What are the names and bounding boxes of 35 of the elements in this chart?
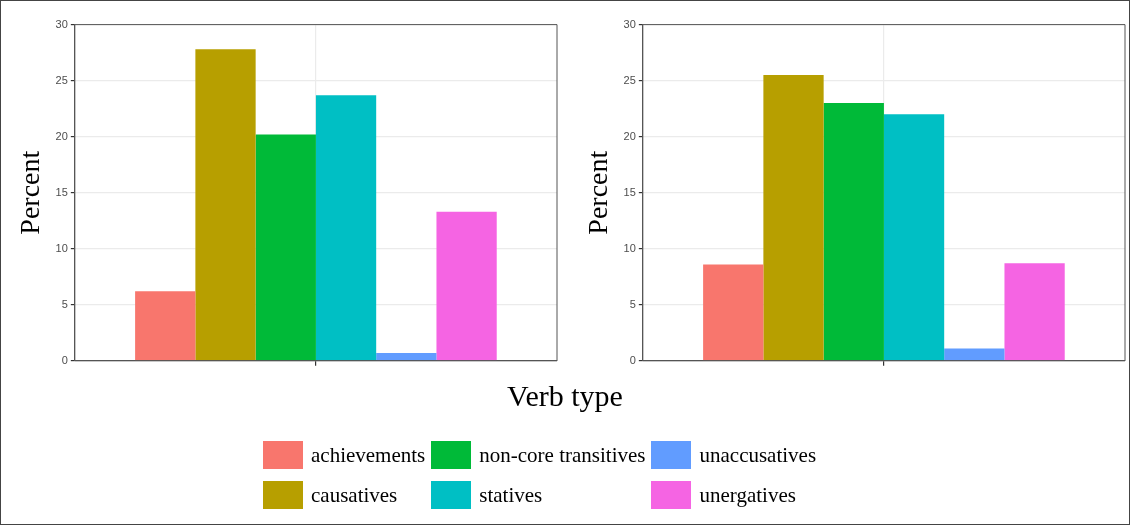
legend-label: unergatives (699, 482, 796, 508)
y-tick-label: 20 (55, 129, 68, 142)
y-tick-label: 0 (629, 353, 636, 366)
bar (763, 75, 824, 361)
legend-label: achievements (311, 442, 426, 468)
bar (255, 134, 316, 361)
y-axis-title: Percent (582, 150, 614, 235)
legend-label: causatives (311, 482, 398, 508)
legend-label: non-core transitives (479, 442, 646, 468)
bar (315, 95, 377, 361)
bar (436, 211, 497, 361)
y-tick-label: 15 (623, 185, 636, 198)
x-axis-title: Verb type (506, 379, 624, 413)
y-tick-label: 25 (623, 73, 636, 86)
bar (883, 114, 945, 361)
y-tick-label: 5 (629, 297, 636, 310)
bar (195, 49, 256, 361)
y-tick-label: 10 (623, 241, 636, 254)
bar (944, 348, 1005, 361)
bar (376, 352, 437, 361)
y-tick-label: 20 (623, 129, 636, 142)
y-tick-label: 15 (55, 185, 68, 198)
y-tick-label: 0 (61, 353, 68, 366)
y-axis-title: Percent (14, 150, 46, 235)
y-tick-label: 30 (623, 17, 636, 30)
bar (1004, 263, 1065, 361)
y-tick-label: 30 (55, 17, 68, 30)
legend-label: statives (479, 482, 543, 508)
y-tick-label: 10 (55, 241, 68, 254)
y-tick-label: 5 (61, 297, 68, 310)
y-tick-label: 25 (55, 73, 68, 86)
bar (823, 103, 884, 361)
bar (135, 291, 196, 361)
legend-label: unaccusatives (699, 442, 817, 468)
bar (703, 264, 764, 361)
